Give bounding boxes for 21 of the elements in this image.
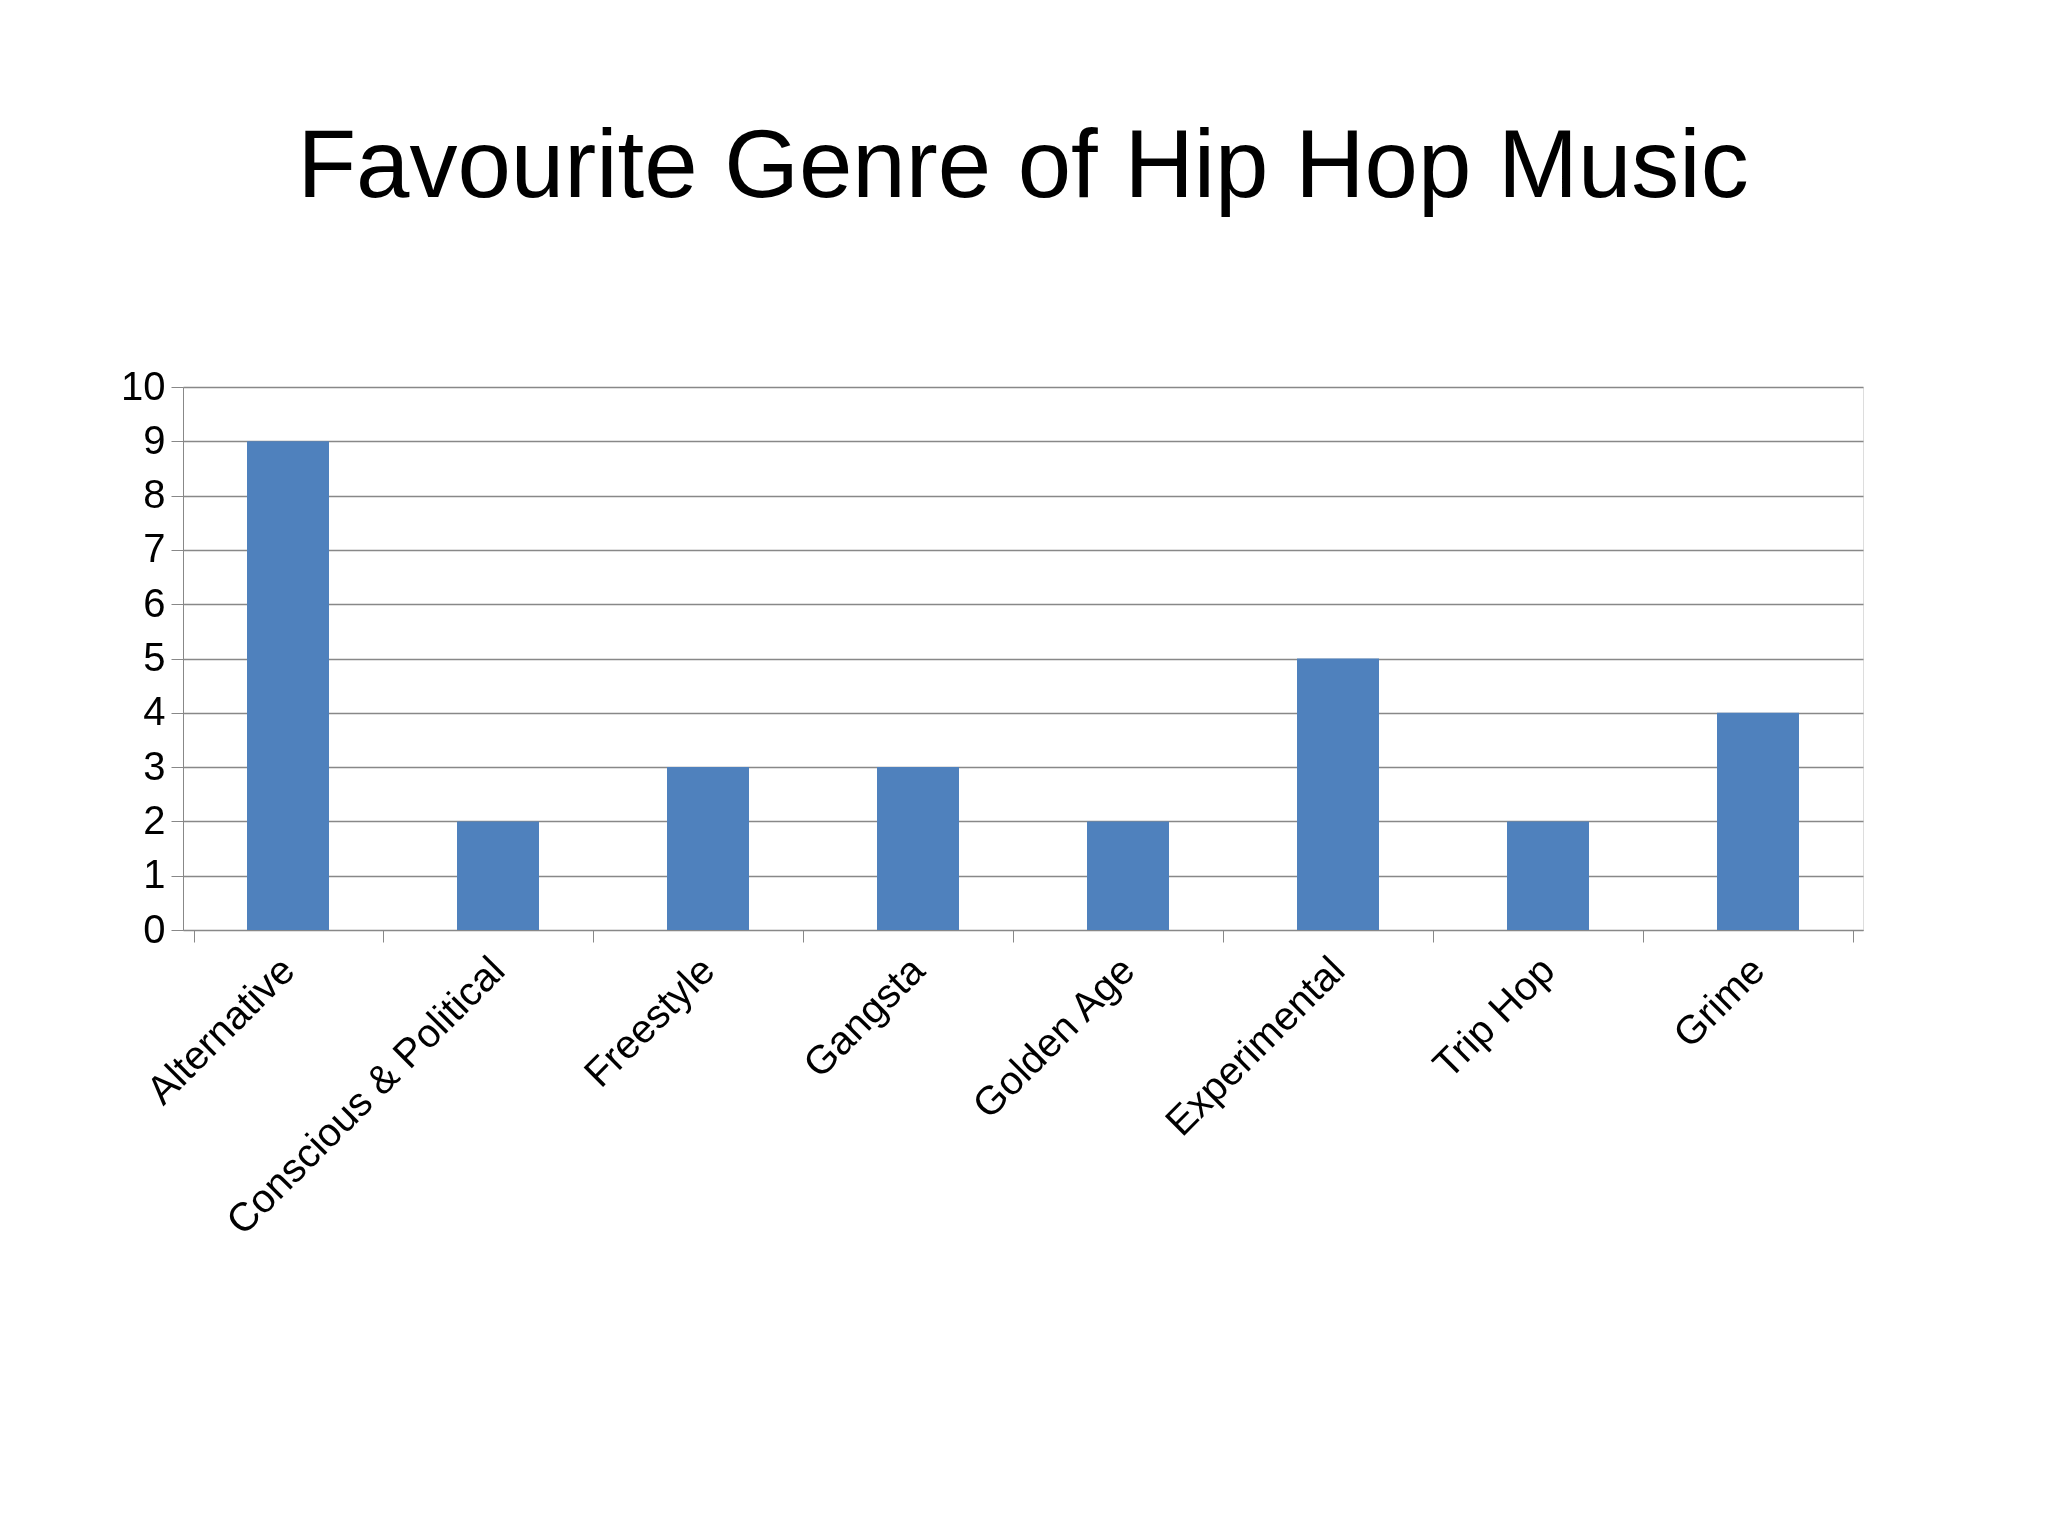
y-tick-label: 6 (143, 580, 166, 625)
y-tick-label: 7 (143, 526, 166, 571)
x-tick-label: Trip Hop (1424, 947, 1563, 1087)
y-tick-label: 5 (143, 635, 166, 679)
chart-title: Favourite Genre of Hip Hop Music (297, 110, 1749, 217)
y-tick-label: 0 (143, 906, 166, 951)
bar (877, 767, 959, 930)
bar (1087, 821, 1169, 930)
y-tick-label: 4 (143, 689, 166, 734)
y-tick-label: 8 (143, 472, 166, 517)
y-tick-label: 9 (143, 417, 166, 462)
bar (667, 767, 749, 930)
bar (1297, 658, 1379, 930)
y-tick-label: 10 (121, 363, 166, 408)
y-tick-label: 2 (143, 797, 166, 842)
bar (457, 821, 539, 930)
bar (1507, 821, 1589, 930)
bar (1717, 712, 1799, 930)
y-tick-label: 3 (143, 743, 166, 788)
y-tick-label: 1 (143, 852, 166, 897)
bar (247, 441, 329, 930)
